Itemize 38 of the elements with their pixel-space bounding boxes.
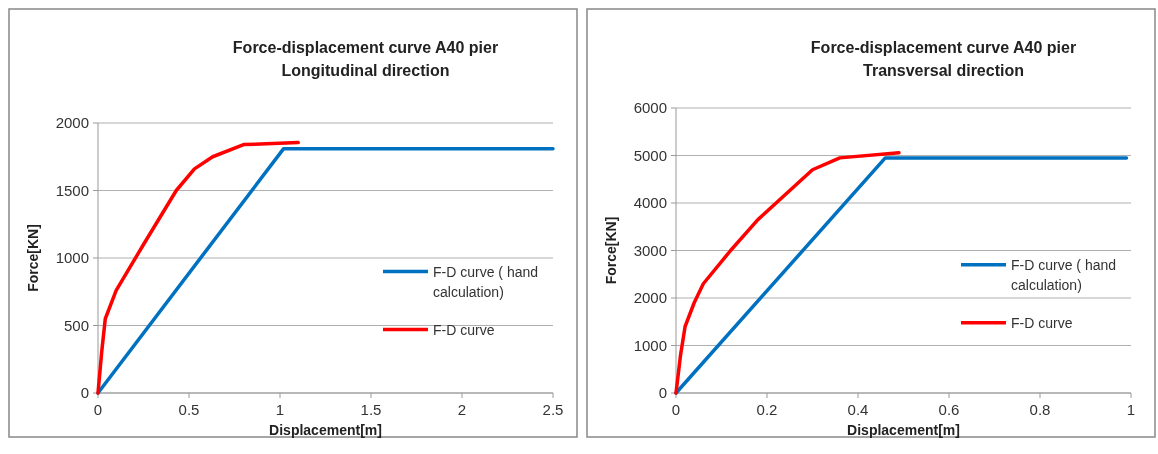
y-tick-label: 3000 (633, 241, 667, 259)
chart-title: Force-displacement curve A40 pier (232, 39, 499, 56)
x-tick-label: 1.5 (360, 401, 382, 418)
x-axis-title: Displacement[m] (847, 422, 960, 438)
y-axis-title: Force[KN] (25, 224, 41, 292)
y-tick-label: 0 (658, 384, 667, 401)
line-series (674, 150, 901, 395)
legend-label: F-D curve (1011, 314, 1073, 331)
y-tick-label: 1000 (55, 249, 89, 266)
y-tick-label: 1500 (55, 181, 89, 199)
x-tick-label: 1 (275, 401, 285, 418)
x-tick-label: 0.8 (1029, 401, 1051, 418)
y-tick-label: 500 (63, 316, 89, 334)
y-tick-label: 5000 (633, 146, 667, 164)
y-tick-label: 4000 (633, 194, 667, 211)
chart-title: Force-displacement curve A40 pier (810, 39, 1077, 56)
y-tick-label: 2000 (55, 114, 89, 131)
x-tick-label: 2 (457, 401, 467, 418)
y-tick-label: 6000 (633, 99, 667, 116)
x-tick-label: 0.4 (847, 401, 869, 418)
chart-subtitle: Longitudinal direction (281, 62, 450, 79)
legend-label: F-D curve (433, 321, 495, 338)
y-axis-title: Force[KN] (603, 216, 619, 285)
x-tick-label: 0 (671, 401, 681, 418)
x-tick-label: 0.6 (938, 401, 960, 418)
x-tick-label: 2.5 (542, 401, 564, 418)
x-tick-label: 0 (93, 401, 103, 418)
x-tick-label: 1 (1126, 401, 1136, 418)
y-tick-label: 1000 (633, 336, 667, 354)
legend-label: F-D curve ( hand calculation) (1011, 256, 1117, 293)
chart-subtitle: Transversal direction (863, 62, 1024, 79)
x-tick-label: 0.2 (756, 401, 778, 418)
y-tick-label: 0 (80, 384, 89, 401)
x-tick-label: 0.5 (178, 401, 200, 418)
legend-label: F-D curve ( hand calculation) (433, 263, 539, 300)
line-series (96, 140, 300, 395)
y-tick-label: 2000 (633, 289, 667, 306)
x-axis-title: Displacement[m] (269, 422, 382, 438)
